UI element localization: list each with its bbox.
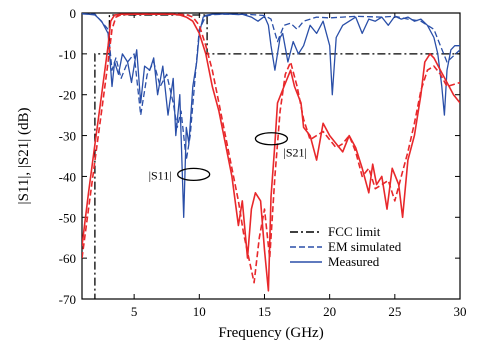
series-layer — [82, 13, 460, 299]
x-tick-label-5: 30 — [454, 304, 467, 319]
y-tick-label-6: -60 — [59, 251, 76, 266]
annotation-s21-ellipse — [254, 132, 289, 146]
x-tick-label-4: 25 — [388, 304, 401, 319]
series-line-1 — [82, 13, 460, 161]
y-tick-label-1: -10 — [59, 47, 76, 62]
x-tick-label-3: 20 — [323, 304, 336, 319]
legend-label-2: Measured — [328, 254, 380, 269]
x-axis-title: Frequency (GHz) — [218, 325, 323, 341]
y-axis-title: |S11|, |S21| (dB) — [16, 108, 32, 205]
series-line-2 — [82, 13, 460, 292]
annotation-s11-ellipse — [177, 167, 211, 182]
x-tick-label-1: 10 — [193, 304, 206, 319]
y-tick-label-2: -20 — [59, 88, 76, 103]
y-tick-label-4: -40 — [59, 169, 76, 184]
x-tick-label-0: 5 — [131, 304, 138, 319]
y-tick-label-0: 0 — [70, 6, 77, 21]
plot-frame — [81, 12, 461, 300]
legend-label-1: EM simulated — [328, 239, 402, 254]
y-tick-label-3: -30 — [59, 129, 76, 144]
annotation-s11: |S11| — [149, 168, 172, 182]
axis-ticks: 5 10 15 20 25 30 0 -10 -20 -30 -40 -50 -60 -70 — [59, 6, 467, 319]
y-tick-label-5: -50 — [59, 210, 76, 225]
annotations: |S11| |S21| — [149, 132, 307, 182]
x-tick-label-2: 15 — [258, 304, 271, 319]
legend-label-0: FCC limit — [328, 224, 381, 239]
annotation-s21: |S21| — [283, 146, 306, 160]
y-tick-label-7: -70 — [59, 292, 76, 307]
